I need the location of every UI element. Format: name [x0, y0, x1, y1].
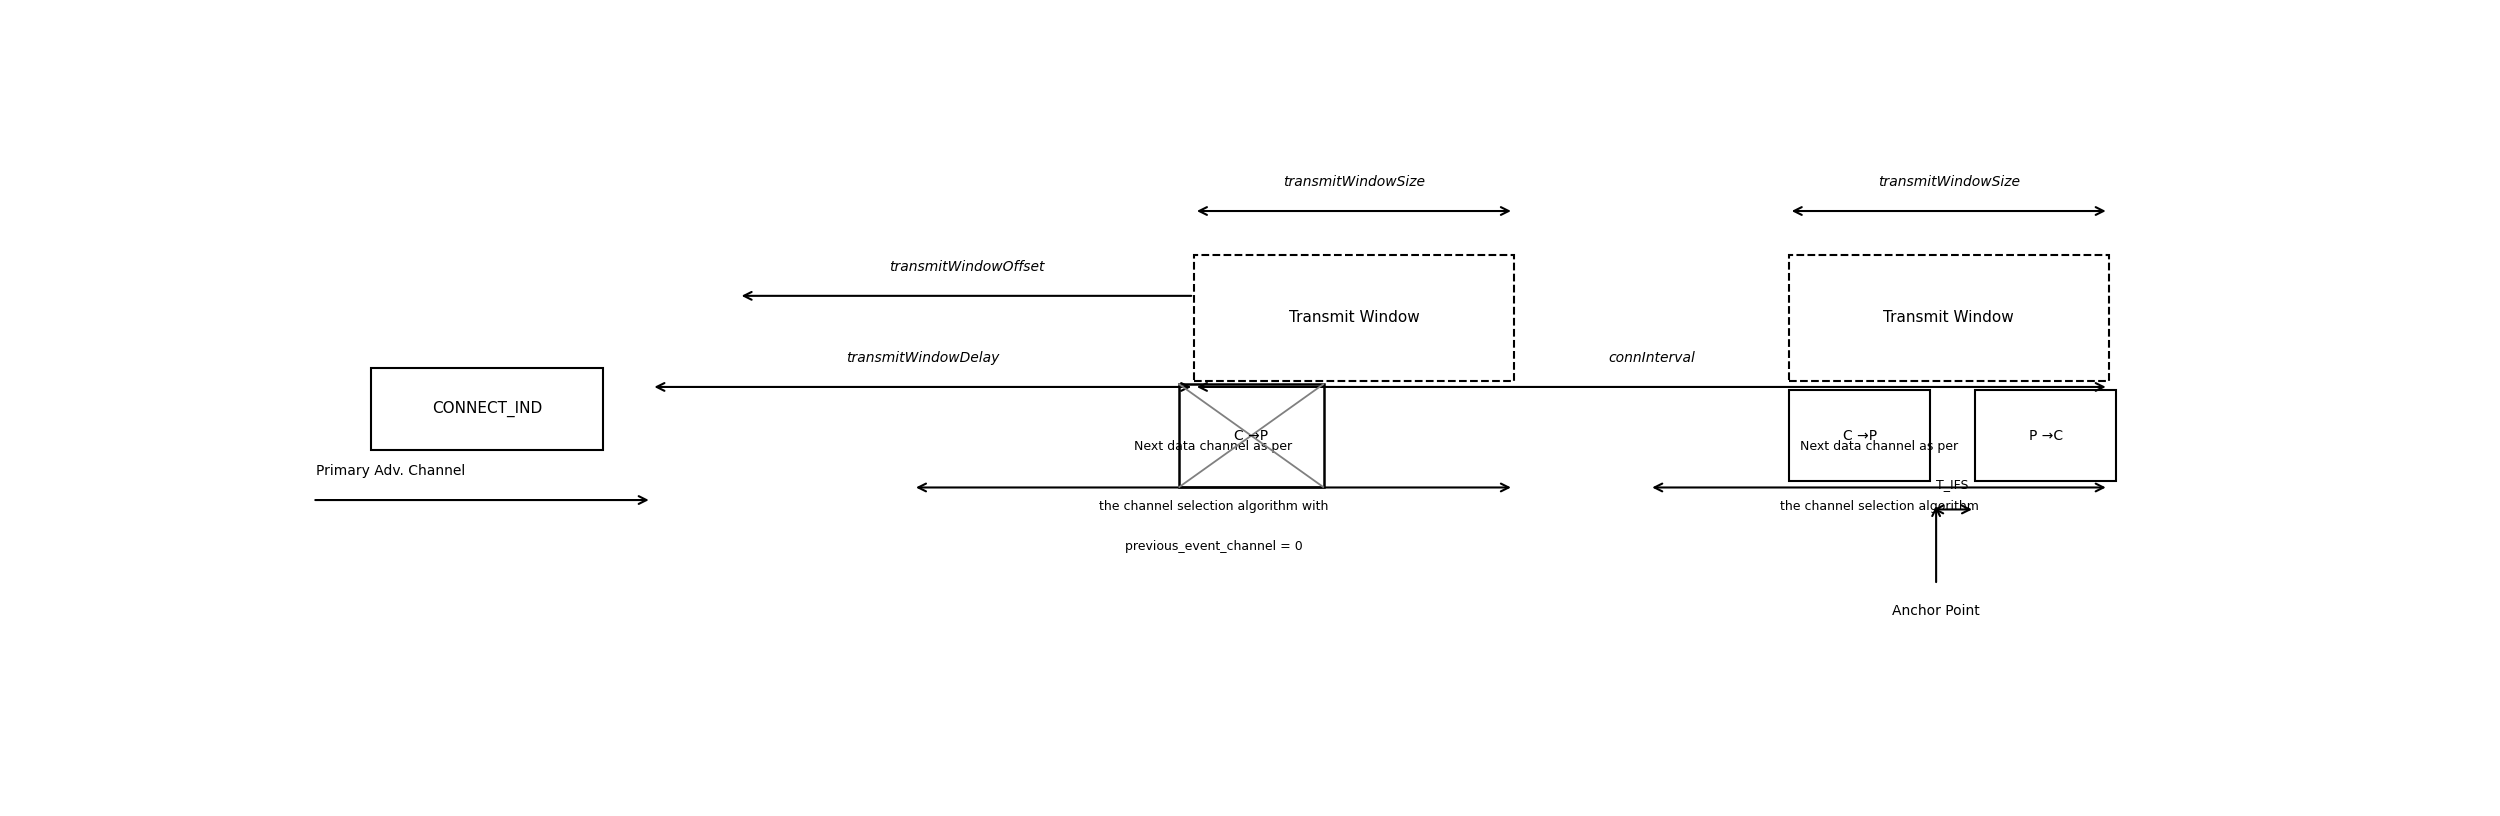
Text: CONNECT_IND: CONNECT_IND [432, 401, 542, 417]
Text: connInterval: connInterval [1608, 351, 1695, 365]
Text: C →P: C →P [1842, 428, 1878, 442]
Text: Next data channel as per: Next data channel as per [1135, 440, 1292, 453]
Text: Next data channel as per: Next data channel as per [1800, 440, 1958, 453]
Bar [1195, 255, 1515, 380]
Bar [1790, 255, 2108, 380]
Bar [1975, 390, 2118, 481]
Bar [370, 368, 602, 450]
Text: P →C: P →C [2028, 428, 2062, 442]
Text: Anchor Point: Anchor Point [1892, 604, 1980, 618]
Text: transmitWindowDelay: transmitWindowDelay [845, 351, 1000, 365]
Bar [1178, 384, 1325, 487]
Text: Primary Adv. Channel: Primary Adv. Channel [318, 464, 465, 478]
Text: Transmit Window: Transmit Window [1882, 310, 2015, 326]
Text: T_IFS: T_IFS [1938, 477, 1970, 490]
Text: Transmit Window: Transmit Window [1288, 310, 1420, 326]
Text: transmitWindowSize: transmitWindowSize [1878, 175, 2020, 189]
Text: the channel selection algorithm with: the channel selection algorithm with [1100, 499, 1328, 512]
Bar [1790, 390, 1930, 481]
Text: transmitWindowSize: transmitWindowSize [1282, 175, 1425, 189]
Text: the channel selection algorithm: the channel selection algorithm [1780, 499, 1978, 512]
Text: transmitWindowOffset: transmitWindowOffset [888, 259, 1045, 274]
Text: C →P: C →P [1235, 428, 1268, 442]
Text: previous_event_channel = 0: previous_event_channel = 0 [1125, 540, 1302, 553]
